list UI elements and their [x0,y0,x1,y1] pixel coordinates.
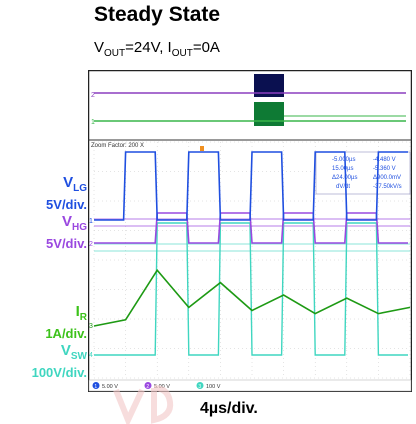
vsw-ground-marker: 4 [89,352,93,359]
cursor-row-1-time: -5.000µs [332,157,355,163]
ir-name: IR [75,303,87,323]
ch1-badge-label: 1 [94,384,97,390]
cursor-row-2-volt: -5.360 V [373,166,396,172]
vlg-trace [94,151,408,221]
zoom-factor-text: Zoom Factor: 200 X [91,143,144,149]
vsw-name: VSW [60,342,87,362]
ch3-badge-label: 3 [198,384,201,390]
x-axis-scale: 4µs/div. [200,400,258,417]
vlg-ground-marker: 1 [89,218,93,225]
vsw-label: VSW 100V/div. [32,342,87,380]
oscilloscope-screen: 2 1 Zoom Factor: 200 X -5.000µs -4.480 V… [88,70,412,392]
cursor-row-4-volt: -37.50kV/s [373,184,402,190]
cursor-row-4-time: dV/dt [336,184,350,190]
vsw-scale: 100V/div. [31,365,87,380]
vhg-scale: 5V/div. [46,236,87,251]
ch3-badge [196,382,204,389]
vlg-name: VLG [63,174,87,194]
ch3-scale: 100 V [206,384,221,390]
overview-marker-1: 1 [91,119,95,126]
chart-subtitle: VOUT=24V, IOUT=0A [94,39,220,59]
trigger-marker [200,146,204,151]
cursor-row-3-volt: Δ900.0mV [373,175,401,181]
cursor-row-3-time: Δ24.00µs [332,175,357,181]
ch1-badge [92,382,100,389]
vlg-scale: 5V/div. [46,197,87,212]
vhg-label: VHG 5V/div. [46,213,87,251]
ch2-badge [144,382,152,389]
cursor-row-2-time: 15.00µs [332,166,353,172]
overview-window [254,74,284,97]
cursor-readout-box [315,151,411,195]
overview-window-green [254,102,284,126]
ir-trace [93,268,411,327]
ch1-scale: 5.00 V [102,384,118,390]
vhg-name: VHG [61,213,87,233]
ir-label: IR 1A/div. [45,303,87,341]
vlg-label: VLG 5V/div. [46,174,87,212]
vsw-trace [94,222,408,356]
ir-ground-marker: 3 [89,323,93,330]
ch2-badge-label: 2 [146,384,149,390]
chart-title: Steady State [94,3,221,26]
ir-scale: 1A/div. [45,326,87,341]
vhg-ground-marker: 2 [89,241,93,248]
scope-status-bar [88,379,412,392]
overview-marker-2: 2 [91,92,95,99]
ch2-scale: 5.00 V [154,384,170,390]
cursor-row-1-volt: -4.480 V [373,157,396,163]
